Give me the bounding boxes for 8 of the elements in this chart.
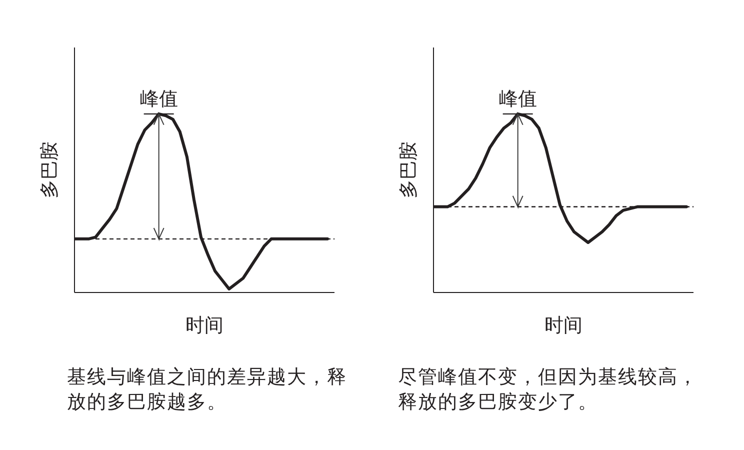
- text: 尽管峰值不变，但因为基线较高，释放的多巴胺变少了。: [398, 365, 699, 415]
- x-axis-title: 时间: [186, 314, 224, 336]
- annotation: 峰值: [498, 88, 537, 110]
- y-axis-title: 多巴胺: [38, 142, 60, 198]
- x-axis-title: 时间: [544, 314, 582, 336]
- text: 基线与峰值之间的差异越大，释放的多巴胺越多。: [67, 365, 348, 415]
- y-axis-title: 多巴胺: [398, 142, 420, 198]
- annotation: 峰值: [140, 88, 178, 110]
